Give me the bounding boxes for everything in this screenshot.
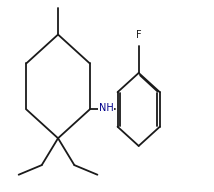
Text: F: F <box>136 30 141 40</box>
Text: NH: NH <box>99 103 113 113</box>
